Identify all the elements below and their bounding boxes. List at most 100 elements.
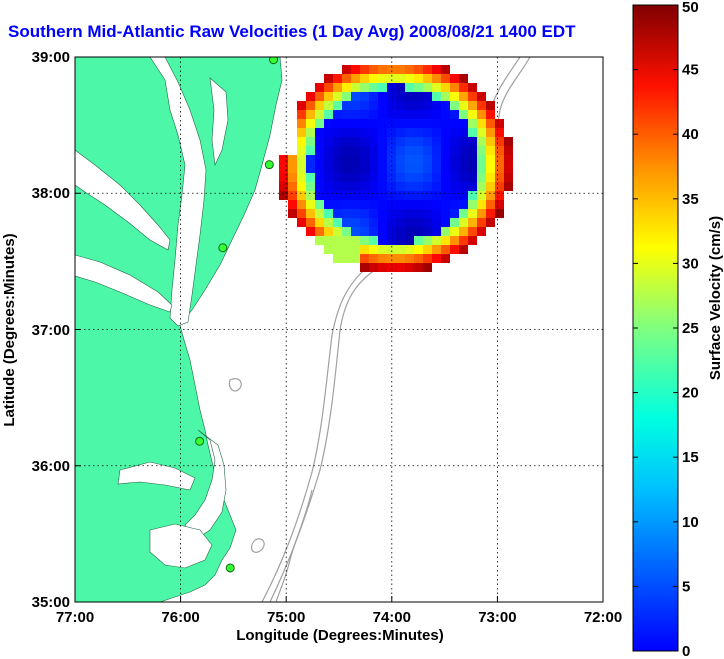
velocity-cell	[504, 182, 513, 191]
velocity-cell	[306, 92, 315, 101]
velocity-cell	[297, 209, 306, 218]
velocity-cell	[360, 128, 369, 137]
velocity-cell	[441, 236, 450, 245]
x-tick-label: 74:00	[373, 609, 411, 626]
velocity-cell	[477, 182, 486, 191]
velocity-cell	[360, 200, 369, 209]
velocity-cell	[369, 119, 378, 128]
velocity-cell	[486, 218, 495, 227]
velocity-cell	[342, 155, 351, 164]
velocity-cell	[459, 110, 468, 119]
velocity-cell	[396, 254, 405, 263]
velocity-cell	[423, 119, 432, 128]
velocity-cell	[306, 164, 315, 173]
velocity-cell	[360, 191, 369, 200]
velocity-cell	[387, 200, 396, 209]
velocity-cell	[387, 227, 396, 236]
velocity-cell	[387, 110, 396, 119]
velocity-cell	[441, 146, 450, 155]
radar-station-marker	[218, 243, 228, 253]
velocity-cell	[387, 173, 396, 182]
y-tick-label: 37:00	[32, 322, 70, 339]
velocity-cell	[423, 191, 432, 200]
velocity-cell	[468, 137, 477, 146]
velocity-cell	[477, 227, 486, 236]
velocity-cell	[423, 146, 432, 155]
velocity-cell	[504, 155, 513, 164]
velocity-cell	[360, 218, 369, 227]
velocity-cell	[387, 236, 396, 245]
velocity-cell	[495, 209, 504, 218]
velocity-cell	[495, 128, 504, 137]
velocity-cell	[369, 83, 378, 92]
velocity-cell	[405, 182, 414, 191]
velocity-cell	[432, 119, 441, 128]
y-tick-label: 39:00	[32, 49, 70, 66]
velocity-cell	[468, 92, 477, 101]
velocity-cell	[405, 101, 414, 110]
velocity-cell	[342, 92, 351, 101]
velocity-cell	[369, 155, 378, 164]
velocity-cell	[315, 83, 324, 92]
velocity-cell	[396, 227, 405, 236]
velocity-cell	[468, 191, 477, 200]
velocity-cell	[423, 227, 432, 236]
velocity-cell	[387, 164, 396, 173]
velocity-cell	[414, 209, 423, 218]
velocity-cell	[315, 182, 324, 191]
velocity-cell	[378, 254, 387, 263]
velocity-cell	[351, 218, 360, 227]
velocity-cell	[423, 245, 432, 254]
velocity-cell	[423, 209, 432, 218]
velocity-cell	[432, 164, 441, 173]
velocity-cell	[342, 236, 351, 245]
velocity-cell	[432, 74, 441, 83]
velocity-cell	[279, 191, 288, 200]
velocity-cell	[414, 119, 423, 128]
velocity-cell	[288, 191, 297, 200]
velocity-cell	[396, 146, 405, 155]
velocity-cell	[369, 92, 378, 101]
y-axis-label: Latitude (Degrees:Minutes)	[1, 233, 18, 426]
velocity-cell	[432, 200, 441, 209]
velocity-cell	[306, 110, 315, 119]
velocity-cell	[351, 65, 360, 74]
velocity-cell	[396, 83, 405, 92]
velocity-cell	[459, 164, 468, 173]
velocity-cell	[324, 92, 333, 101]
velocity-cell	[441, 209, 450, 218]
velocity-cell	[351, 164, 360, 173]
velocity-cell	[486, 173, 495, 182]
velocity-cell	[378, 209, 387, 218]
velocity-cell	[351, 101, 360, 110]
velocity-cell	[315, 110, 324, 119]
velocity-cell	[468, 182, 477, 191]
velocity-cell	[441, 155, 450, 164]
velocity-cell	[342, 74, 351, 83]
velocity-cell	[414, 164, 423, 173]
velocity-cell	[387, 65, 396, 74]
velocity-cell	[351, 92, 360, 101]
velocity-cell	[432, 137, 441, 146]
velocity-cell	[369, 209, 378, 218]
velocity-cell	[477, 191, 486, 200]
velocity-cell	[405, 245, 414, 254]
velocity-cell	[333, 173, 342, 182]
velocity-cell	[468, 155, 477, 164]
velocity-cell	[324, 182, 333, 191]
velocity-cell	[414, 83, 423, 92]
velocity-cell	[396, 164, 405, 173]
velocity-cell	[333, 254, 342, 263]
velocity-cell	[306, 227, 315, 236]
velocity-cell	[468, 119, 477, 128]
velocity-cell	[369, 182, 378, 191]
velocity-cell	[405, 200, 414, 209]
velocity-cell	[459, 173, 468, 182]
velocity-cell	[432, 173, 441, 182]
velocity-cell	[396, 218, 405, 227]
velocity-cell	[387, 128, 396, 137]
velocity-cell	[333, 227, 342, 236]
velocity-cell	[387, 101, 396, 110]
velocity-cell	[459, 191, 468, 200]
